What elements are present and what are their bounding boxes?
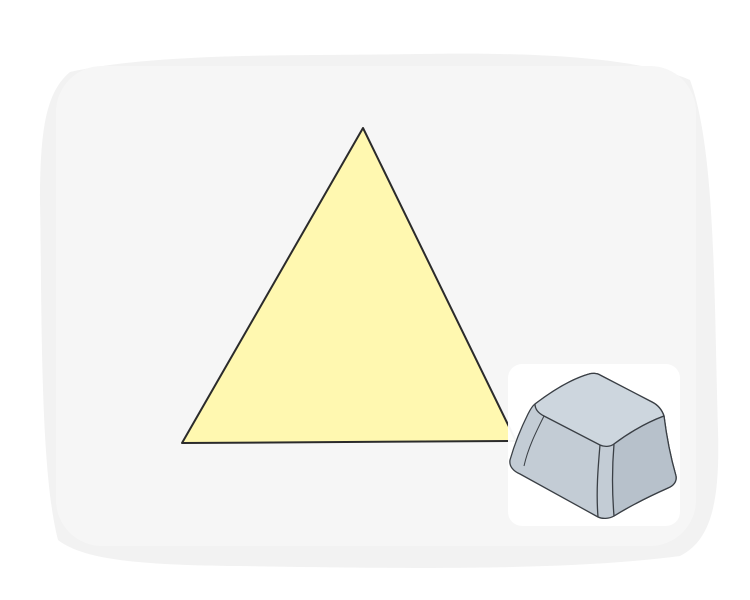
keycap-left-edge [523, 415, 545, 467]
keycap-front-edge [596, 444, 601, 518]
keycap-side [611, 415, 677, 517]
triangle-shape [181, 127, 517, 444]
keycap-icon [508, 364, 680, 526]
